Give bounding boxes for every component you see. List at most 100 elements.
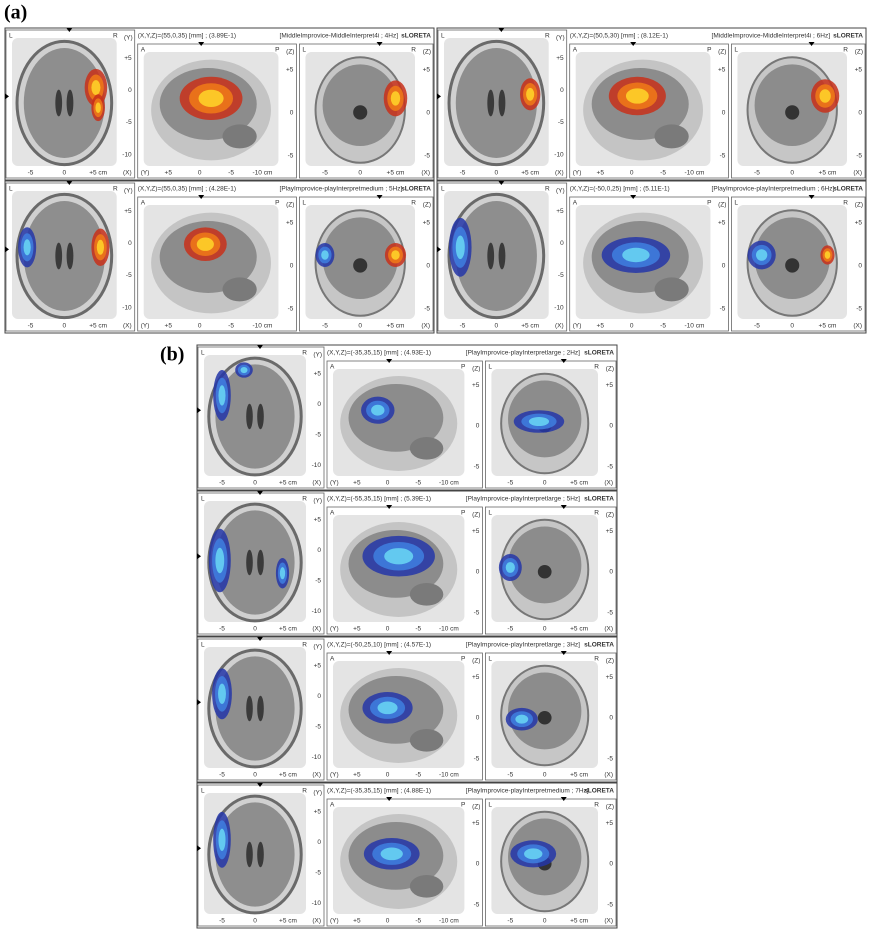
axis-label: (X) [312,626,321,633]
brand: sLORETA [584,788,614,795]
tick-label: -5 [424,306,430,313]
tick-label: -10 [554,304,564,311]
tick-label: 0 [426,110,430,117]
ventricle [246,404,253,429]
axis-label: (Z) [286,202,294,209]
ventricle [487,243,494,270]
coordinates: (X,Y,Z)=(55,0,35) [mm] ; (4.28E-1) [138,186,236,193]
axis-label: (X) [421,170,430,177]
orientation-label: L [302,200,306,207]
tick-label: 0 [476,423,480,430]
tick-label: +5 cm [279,480,297,487]
tick-label: +5 [314,809,322,816]
tick-label: +5 [472,528,480,535]
tick-label: -5 [322,323,328,330]
orientation-label: R [843,200,848,207]
axis-label: (X) [604,918,613,925]
tick-label: -10 [312,608,322,615]
cerebellum [654,124,688,148]
ventricle [353,258,367,272]
tick-label: -5 [856,153,862,160]
tick-label: +5 [353,480,361,487]
axis-label: (Z) [718,49,726,56]
orientation-label: P [707,200,711,207]
orientation-label: P [707,47,711,54]
tick-label: -5 [315,432,321,439]
tick-label: +5 [472,820,480,827]
tick-label: +5 [165,323,173,330]
coordinates: (X,Y,Z)=(55,0,35) [mm] ; (3.89E-1) [138,33,236,40]
activation [95,102,100,113]
cerebellum [654,277,688,301]
orientation-label: L [9,186,13,193]
condition: [PlayImprovice-playInterpretmedium ; 5Hz… [280,186,403,193]
tick-label: -10 cm [439,772,459,779]
axis-label: (Z) [423,49,431,56]
axis-label: (X) [604,772,613,779]
ventricle [499,90,506,117]
panel-label: (b) [160,344,184,366]
ventricle [257,404,264,429]
tick-label: -5 [607,901,613,908]
tick-label: +5 cm [387,170,405,177]
tick-label: -5 [856,306,862,313]
tick-label: -10 cm [685,170,705,177]
tick-label: 0 [317,401,321,408]
tick-label: -5 [754,323,760,330]
ventricle [538,711,552,725]
tick-label: 0 [543,772,547,779]
axis-label: (Y) [124,188,133,195]
activation [515,715,528,724]
tick-label: -5 [219,772,225,779]
tick-label: +5 cm [279,772,297,779]
axis-label: (Y) [330,918,339,925]
cerebellum [410,583,443,606]
axis-label: (X) [312,918,321,925]
tick-label: 0 [386,480,390,487]
tick-label: -5 [28,170,34,177]
tick-label: -10 cm [685,323,705,330]
tick-label: +5 [124,55,132,62]
tick-label: 0 [543,918,547,925]
axis-label: (Z) [472,804,480,811]
tick-label: -5 [315,724,321,731]
axis-label: (X) [421,323,430,330]
tick-label: 0 [128,87,132,94]
tick-label: -10 [312,754,322,761]
coordinates: (X,Y,Z)=(50,5,30) [mm] ; (8.12E-1) [570,33,668,40]
tick-label: -5 [754,170,760,177]
orientation-label: R [302,350,307,357]
tick-label: +5 [556,55,564,62]
tick-label: +5 cm [279,626,297,633]
tick-label: 0 [290,110,294,117]
activation [197,237,214,250]
tick-label: -5 [424,153,430,160]
axis-label: (Z) [718,202,726,209]
orientation-label: R [545,33,550,40]
orientation-label: A [573,200,578,207]
tick-label: -5 [607,609,613,616]
tick-label: -5 [507,772,513,779]
tick-label: +5 cm [89,323,107,330]
orientation-label: P [275,47,279,54]
tick-label: +5 [165,170,173,177]
activation [524,848,542,859]
tick-label: 0 [858,263,862,270]
orientation-label: L [441,186,445,193]
tick-label: 0 [426,263,430,270]
axis-label: (X) [123,170,132,177]
tick-label: 0 [543,626,547,633]
tick-label: +5 cm [521,323,539,330]
orientation-label: A [330,364,335,371]
activation [819,89,830,102]
tick-label: 0 [722,110,726,117]
axis-label: (Y) [141,170,150,177]
orientation-label: A [141,200,146,207]
activation [381,848,403,861]
axis-label: (Y) [330,626,339,633]
tick-label: -5 [660,170,666,177]
tick-label: 0 [63,170,67,177]
cerebellum [410,875,443,898]
tick-label: -5 [507,918,513,925]
axis-label: (Y) [313,352,322,359]
